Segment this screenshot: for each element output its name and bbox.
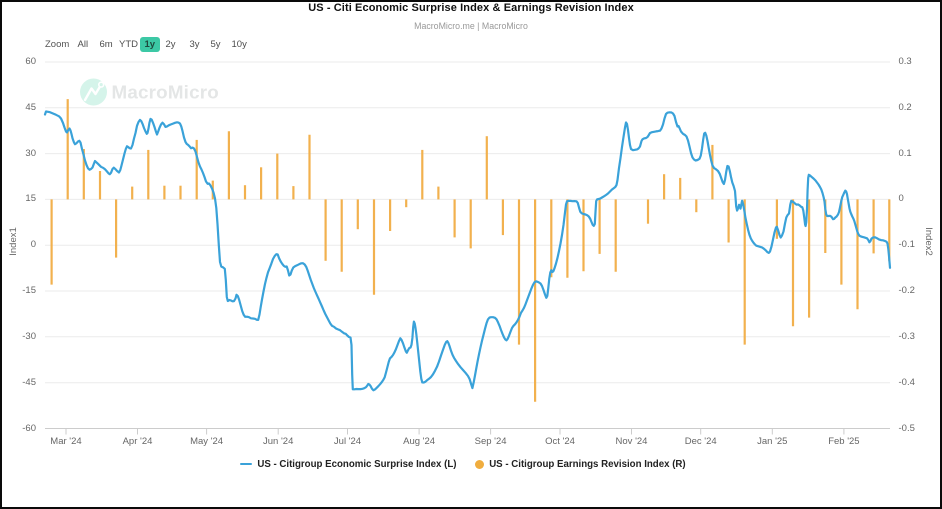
- svg-text:MacroMicro: MacroMicro: [112, 82, 219, 103]
